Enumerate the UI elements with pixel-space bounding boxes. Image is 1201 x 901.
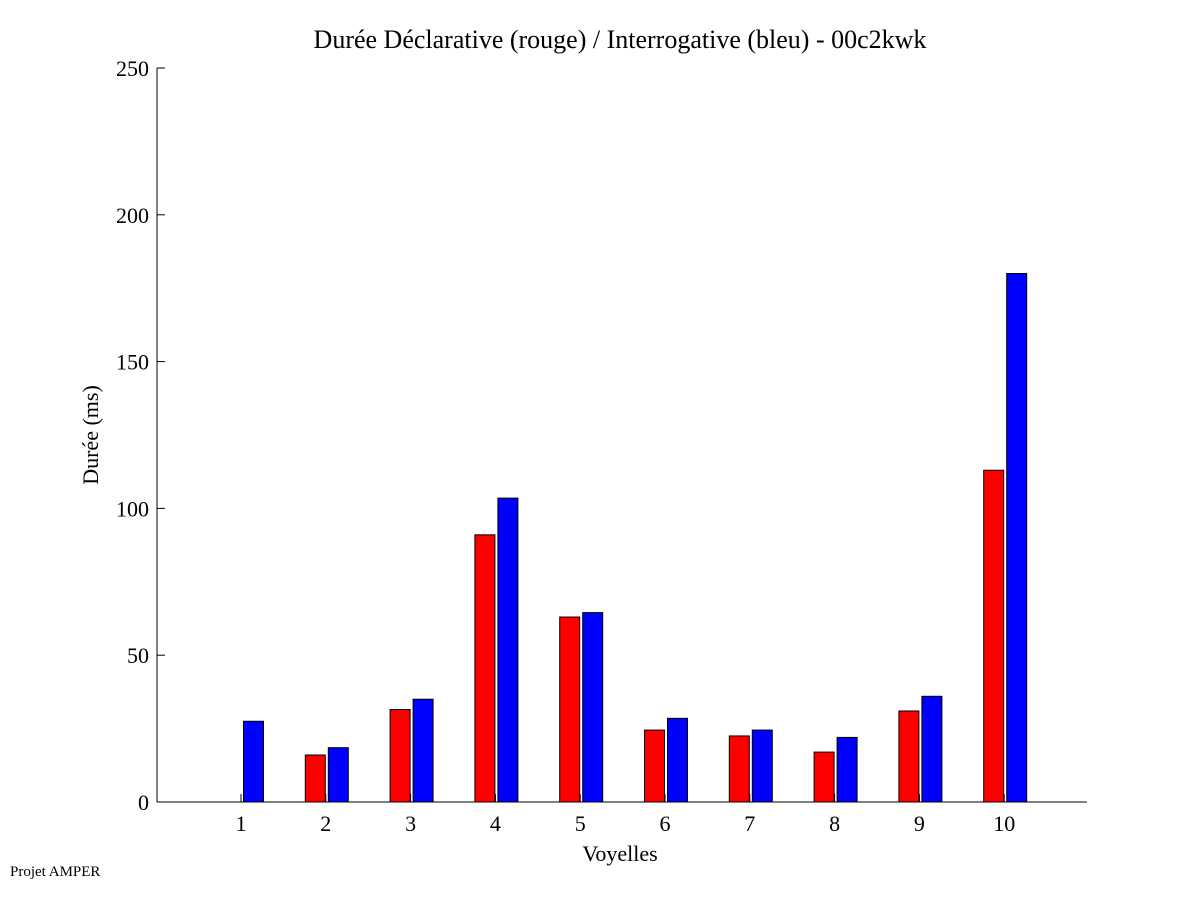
bar-series2-5 [582, 612, 604, 803]
x-tick-label-10: 10 [993, 811, 1015, 836]
bar-series1-2 [304, 754, 326, 803]
bar-series1-10 [983, 469, 1005, 803]
bar-series2-10 [1006, 273, 1028, 803]
bar-series2-6 [667, 717, 688, 803]
x-tick-label-2: 2 [320, 811, 331, 836]
bar-series1-5 [559, 616, 581, 803]
y-axis-label: Durée (ms) [78, 385, 103, 485]
x-tick-label-1: 1 [236, 811, 247, 836]
bar-series2-8 [836, 736, 858, 803]
bar-series1-4 [474, 534, 496, 803]
y-ticks-group: 0 50 100 150 200 250 [116, 56, 165, 815]
y-tick-label-100: 100 [116, 496, 149, 521]
bar-series2-4 [497, 497, 519, 803]
bar-series2-9 [921, 695, 943, 803]
project-note: Projet AMPER [10, 864, 101, 880]
x-axis-label: Voyelles [582, 841, 657, 866]
y-tick-label-50: 50 [127, 643, 149, 668]
bar-series2-7 [751, 729, 773, 803]
bar-series1-7 [728, 735, 750, 803]
bar-series1-9 [898, 710, 920, 803]
y-tick-label-250: 250 [116, 56, 149, 81]
bar-series2-2 [327, 747, 349, 803]
x-tick-label-6: 6 [660, 811, 671, 836]
y-tick-label-150: 150 [116, 350, 149, 375]
x-tick-label-4: 4 [490, 811, 501, 836]
x-tick-label-3: 3 [405, 811, 416, 836]
y-tick-label-200: 200 [116, 203, 149, 228]
x-tick-label-8: 8 [829, 811, 840, 836]
bar-series1-6 [644, 729, 665, 803]
bars-group [243, 273, 1028, 803]
bar-series2-1 [243, 720, 264, 803]
x-tick-label-9: 9 [914, 811, 925, 836]
bar-series1-8 [813, 751, 835, 803]
bar-series1-3 [389, 709, 411, 803]
bar-series2-3 [412, 698, 434, 803]
x-tick-label-5: 5 [575, 811, 586, 836]
chart-title: Durée Déclarative (rouge) / Interrogativ… [314, 25, 927, 54]
y-tick-label-0: 0 [138, 790, 149, 815]
x-tick-label-7: 7 [744, 811, 755, 836]
x-ticks-group: 1 2 3 4 5 6 7 8 9 10 [236, 794, 1015, 836]
